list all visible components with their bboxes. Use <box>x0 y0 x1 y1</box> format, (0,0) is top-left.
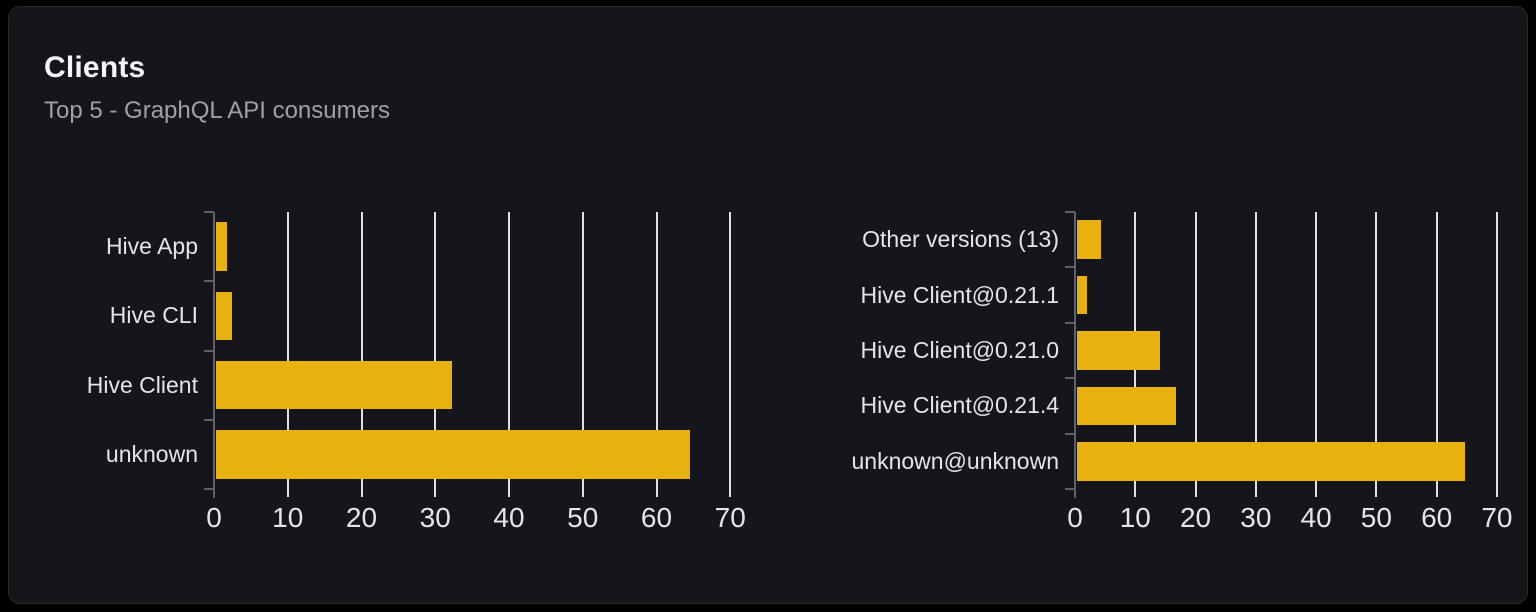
x-axis-tick-label: 10 <box>272 502 304 533</box>
x-axis-tick-label: 40 <box>1300 502 1332 533</box>
y-axis-tick <box>1065 377 1075 380</box>
x-axis-tick-label: 40 <box>493 502 525 533</box>
category-label-hive-client-0-21-1: Hive Client@0.21.1 <box>860 281 1060 308</box>
bar-other-versions-13 <box>1077 220 1101 260</box>
panel-subtitle: Top 5 - GraphQL API consumers <box>44 97 390 124</box>
gridline <box>286 212 289 489</box>
x-axis-tick <box>360 489 363 497</box>
x-axis-tick-label: 30 <box>419 502 451 533</box>
gridline <box>434 212 437 489</box>
clients-bar-chart: 0 10 20 30 40 50 60 70 Hive App Hive CLI Hive Clie… <box>87 211 746 533</box>
x-axis-tick-label: 20 <box>1179 502 1212 533</box>
category-label-unknown: unknown <box>105 440 198 467</box>
gridline <box>729 212 732 489</box>
y-axis-tick <box>204 280 214 283</box>
category-label-hive-client-0-21-4: Hive Client@0.21.4 <box>860 392 1060 419</box>
x-axis-tick <box>1194 489 1197 497</box>
y-axis-tick <box>204 488 214 490</box>
x-axis-tick <box>286 489 289 497</box>
y-axis-line <box>1074 212 1076 498</box>
bar-unknown <box>216 430 691 479</box>
x-axis-tick-label: 0 <box>206 502 222 533</box>
category-label-hive-client: Hive Client <box>86 371 198 398</box>
bar-hive-client-0-21-0 <box>1077 331 1160 370</box>
x-axis-tick-label: 70 <box>714 502 746 533</box>
y-axis-tick <box>1065 488 1075 490</box>
gridline <box>581 212 584 489</box>
y-axis-tick <box>204 418 214 421</box>
category-label-hive-client-0-21-0: Hive Client@0.21.0 <box>860 336 1060 363</box>
y-axis-tick <box>1065 321 1075 324</box>
bar-hive-client-0-21-1 <box>1077 275 1088 315</box>
x-axis-tick-label: 20 <box>345 502 378 533</box>
bar-hive-client <box>216 360 452 410</box>
category-label-unknown-unknown: unknown@unknown <box>851 447 1059 474</box>
x-axis-tick <box>581 489 584 497</box>
x-axis-tick-label: 60 <box>640 502 673 533</box>
clients-panel: Clients Top 5 - GraphQL API consumers 0 1… <box>8 6 1528 604</box>
x-axis-tick-label: 0 <box>1067 502 1083 533</box>
bar-hive-app <box>216 222 228 271</box>
x-axis-tick <box>1254 489 1257 497</box>
bar-hive-cli <box>216 291 233 341</box>
y-axis-tick <box>1065 211 1075 213</box>
gridline <box>1435 212 1438 489</box>
x-axis-tick <box>1315 489 1318 497</box>
category-label-hive-app: Hive App <box>105 233 198 260</box>
gridline <box>508 212 510 489</box>
y-axis-tick <box>204 349 214 352</box>
x-axis-tick <box>655 489 658 497</box>
x-axis-tick <box>508 489 510 497</box>
x-axis-tick-label: 30 <box>1240 502 1272 533</box>
bar-hive-client-0-21-4 <box>1077 386 1176 426</box>
panel-title: Clients <box>44 51 146 84</box>
x-axis-tick-label: 70 <box>1481 502 1513 533</box>
bar-unknown-unknown <box>1077 441 1465 481</box>
x-axis-tick-label: 50 <box>567 502 599 533</box>
x-axis-tick <box>1134 489 1137 497</box>
x-axis-tick <box>1495 489 1498 497</box>
gridline <box>1194 212 1197 489</box>
x-axis-tick <box>729 489 732 497</box>
gridline <box>1254 212 1257 489</box>
gridline <box>1375 212 1378 489</box>
gridline <box>360 212 363 489</box>
y-axis-line <box>213 212 215 498</box>
x-axis-tick-label: 50 <box>1360 502 1392 533</box>
y-axis-tick <box>1065 266 1075 269</box>
x-axis-tick <box>434 489 437 497</box>
gridline <box>1495 212 1498 489</box>
x-axis-tick-label: 10 <box>1119 502 1151 533</box>
x-axis-tick <box>1435 489 1438 497</box>
gridline <box>655 212 658 489</box>
y-axis-tick <box>204 211 214 213</box>
x-axis-tick <box>1375 489 1378 497</box>
x-axis-tick-label: 60 <box>1421 502 1453 533</box>
client-versions-bar-chart: 0 10 20 30 40 50 60 70 Other versions (13) Hive C… <box>852 211 1513 533</box>
category-label-hive-cli: Hive CLI <box>109 302 198 329</box>
gridline <box>1315 212 1318 489</box>
category-label-other-versions-13: Other versions (13) <box>862 226 1059 253</box>
y-axis-tick <box>1065 432 1075 435</box>
